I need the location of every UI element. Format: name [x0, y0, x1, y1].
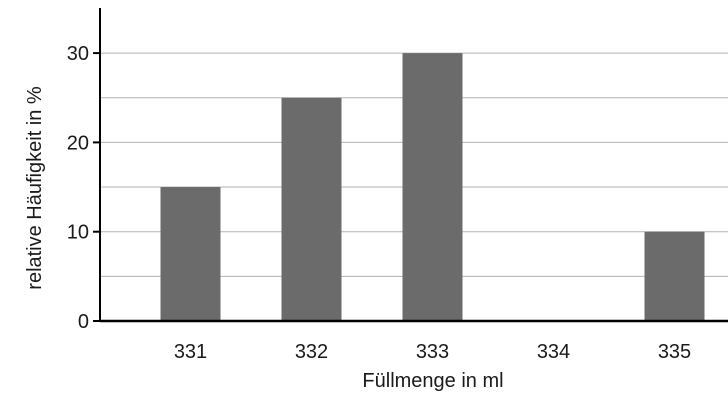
y-tick-label: 10: [67, 222, 89, 244]
x-tick-label: 332: [295, 341, 328, 363]
y-axis-title: relative Häufigkeit in %: [24, 86, 46, 290]
x-tick-label: 334: [537, 341, 570, 363]
bar-333: [402, 53, 463, 321]
bar-335: [644, 231, 705, 321]
bars: [160, 53, 705, 321]
bar-332: [281, 97, 342, 321]
y-ticks: 0 10 20 30: [67, 43, 100, 333]
y-tick-label: 30: [67, 43, 89, 65]
x-axis-title: Füllmenge in ml: [362, 370, 503, 392]
x-tick-label: 335: [658, 341, 691, 363]
x-tick-label: 333: [416, 341, 449, 363]
x-tick-label: 331: [174, 341, 207, 363]
x-tick-labels: 331 332 333 334 335: [174, 341, 691, 363]
bar-331: [160, 187, 221, 321]
y-tick-label: 0: [78, 311, 89, 333]
y-tick-label: 20: [67, 132, 89, 154]
